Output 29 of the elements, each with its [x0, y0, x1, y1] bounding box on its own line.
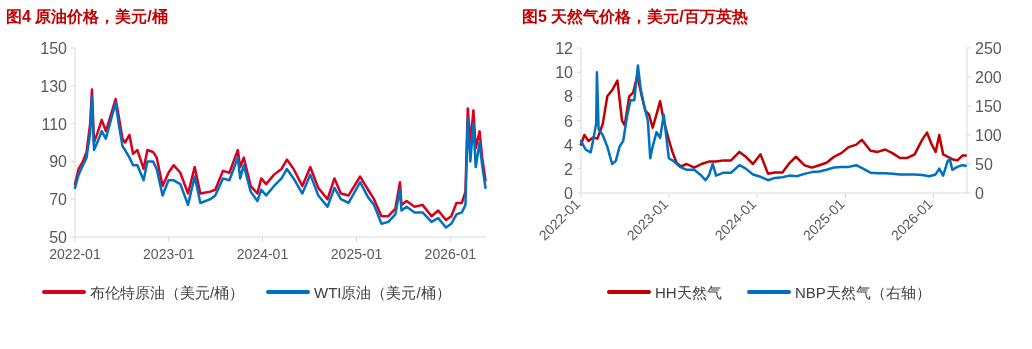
y2-tick-label: 200	[975, 69, 1002, 86]
y-tick-label: 8	[564, 88, 574, 106]
legend-label: 布伦特原油（美元/桶）	[90, 284, 245, 301]
y-tick-label: 110	[41, 115, 68, 133]
y-tick-label: 70	[49, 191, 68, 209]
y-tick-label: 6	[564, 112, 574, 130]
chart-title: 图5 天然气价格，美元/百万英热	[522, 7, 748, 26]
x-tick-label: 2024-01	[236, 246, 289, 262]
y-tick-label: 50	[49, 229, 68, 246]
legend-label: WTI原油（美元/桶）	[314, 284, 451, 301]
y-tick-label: 150	[40, 40, 68, 57]
legend-label: NBP天然气（右轴）	[795, 284, 931, 301]
y2-tick-label: 50	[975, 156, 993, 173]
y2-tick-label: 150	[975, 98, 1002, 115]
x-tick-label: 2022-01	[49, 246, 101, 262]
y-tick-label: 90	[49, 153, 68, 171]
chart-title: 图4 原油价格，美元/桶	[6, 7, 168, 25]
y-tick-label: 2	[564, 160, 574, 178]
y2-tick-label: 0	[975, 185, 984, 202]
y2-tick-label: 250	[975, 40, 1002, 57]
x-tick-label: 2023-01	[143, 246, 195, 262]
y-tick-label: 10	[555, 64, 574, 82]
y-tick-label: 130	[40, 77, 68, 95]
y2-tick-label: 100	[975, 127, 1002, 144]
legend-label: HH天然气	[655, 284, 722, 301]
y-tick-label: 4	[564, 136, 574, 154]
x-tick-label: 2025-01	[330, 246, 383, 262]
x-tick-label: 2026-01	[424, 246, 477, 262]
y-tick-label: 12	[555, 40, 574, 57]
